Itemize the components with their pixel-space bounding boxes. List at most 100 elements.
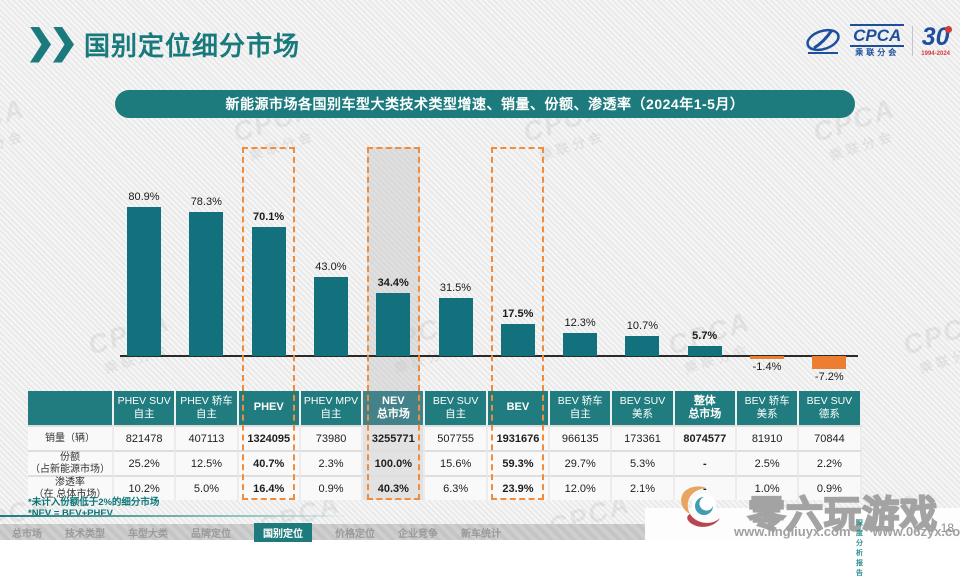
- bar-value-label-0: 80.9%: [128, 190, 160, 203]
- chart-title: 新能源市场各国别车型大类技术类型增速、销量、份额、渗透率（2024年1-5月）: [225, 96, 745, 112]
- bar-value-label-8: 10.7%: [626, 320, 658, 333]
- bar-value-label-6: 17.5%: [502, 307, 534, 320]
- table-cell-r1-c7: 29.7%: [550, 450, 613, 475]
- cpca-subtitle: 乘联分会: [855, 48, 900, 57]
- bar-4: [376, 292, 411, 356]
- thirty-years: 1994-2024: [921, 50, 950, 57]
- table-cell-r2-c3: 0.9%: [300, 475, 364, 500]
- nav-item-3[interactable]: 品牌定位: [191, 528, 231, 540]
- bar-value-label-10: -1.4%: [752, 360, 782, 373]
- bar-value-label-11: -7.2%: [814, 371, 844, 384]
- data-table: PHEV SUV 自主 PHEV 轿车 自主 PHEV PHEV MPV 自主 NEV …: [28, 391, 862, 500]
- bar-value-label-7: 12.3%: [564, 317, 596, 330]
- column-header-6: BEV: [487, 391, 551, 425]
- table-cell-r2-c8: 2.1%: [612, 475, 675, 500]
- table-cell-r0-c5: 507755: [425, 425, 488, 450]
- watermark-url-2: www.06zyx.com: [872, 524, 960, 539]
- table-cell-r1-c4: 100.0%: [363, 450, 426, 475]
- title-row: 国别定位细分市场: [30, 26, 300, 63]
- table-cell-r0-c4: 3255771: [363, 425, 426, 450]
- title-chevron-icon: [30, 26, 74, 63]
- column-header-9: 整体 总市场: [674, 391, 737, 425]
- table-cell-r1-c9: -: [674, 450, 737, 475]
- chevron-right-icon: [30, 26, 51, 63]
- cpca-logo-text: CPCA 乘联分会: [850, 24, 905, 57]
- table-cell-r2-c5: 6.3%: [425, 475, 488, 500]
- nav-item-7[interactable]: 新车统计: [461, 528, 501, 540]
- table-cell-r1-c11: 2.2%: [799, 450, 862, 475]
- table-cell-r0-c6: 1931676: [487, 425, 551, 450]
- nav-item-1[interactable]: 技术类型: [65, 528, 105, 540]
- cpca-logo: CPCA 乘联分会 30 1994-2024: [804, 22, 952, 57]
- thirty-dot-icon: [945, 25, 952, 33]
- table-cell-r0-c11: 70844: [799, 425, 862, 450]
- x-axis-line: [120, 355, 858, 357]
- bar-5: [438, 297, 473, 356]
- bar-value-label-3: 43.0%: [315, 260, 347, 273]
- watermark-url-1: www.lingliuyx.com: [734, 524, 851, 539]
- table-cell-r2-c10: 1.0%: [736, 475, 800, 500]
- table-cell-r1-c2: 40.7%: [238, 450, 301, 475]
- table-cell-r1-c0: 25.2%: [114, 450, 177, 475]
- logo-divider: [912, 25, 914, 56]
- bar-7: [563, 333, 598, 356]
- table-cell-r1-c6: 59.3%: [487, 450, 551, 475]
- footnotes: *未计入份额低于2%的细分市场 *NEV = BEV+PHEV: [28, 498, 159, 519]
- bar-6: [500, 323, 535, 356]
- bar-2: [251, 226, 286, 356]
- bar-value-label-2: 70.1%: [252, 210, 285, 223]
- bar-value-label-1: 78.3%: [190, 195, 222, 208]
- thirty-number: 30: [921, 22, 950, 51]
- table-cell-r2-c0: 10.2%: [114, 475, 177, 500]
- table-cell-r2-c7: 12.0%: [550, 475, 613, 500]
- table-cell-r2-c4: 40.3%: [363, 475, 426, 500]
- table-cell-r0-c7: 966135: [550, 425, 613, 450]
- page-number: 18: [940, 521, 954, 535]
- cpca-name: CPCA: [850, 24, 905, 47]
- nav-item-0[interactable]: 总市场: [12, 528, 42, 540]
- bar-value-label-9: 5.7%: [692, 329, 718, 342]
- nav-item-2[interactable]: 车型大类: [128, 528, 168, 540]
- table-corner-cell: [28, 391, 114, 425]
- table-cell-r2-c1: 5.0%: [176, 475, 239, 500]
- table-cell-r0-c10: 81910: [736, 425, 800, 450]
- table-cell-r0-c8: 173361: [612, 425, 675, 450]
- watermark-swirl-icon: [681, 486, 720, 527]
- table-cell-r0-c1: 407113: [176, 425, 239, 450]
- table-cell-r0-c9: 8074577: [674, 425, 737, 450]
- table-cell-r0-c2: 1324095: [238, 425, 301, 450]
- column-header-5: BEV SUV 自主: [425, 391, 488, 425]
- bar-value-label-4: 34.4%: [377, 276, 409, 289]
- bar-10: [750, 356, 784, 359]
- table-cell-r1-c3: 2.3%: [300, 450, 364, 475]
- nav-item-4[interactable]: 国别定位: [254, 522, 312, 542]
- column-header-3: PHEV MPV 自主: [300, 391, 364, 425]
- cpca-swoosh-icon: [806, 28, 840, 54]
- column-header-2: PHEV: [238, 391, 301, 425]
- row-label-2: 渗透率 （在 总体市场）: [28, 475, 114, 500]
- nav-item-5[interactable]: 价格定位: [335, 528, 375, 540]
- table-cell-r1-c5: 15.6%: [425, 450, 488, 475]
- chart-title-banner: 新能源市场各国别车型大类技术类型增速、销量、份额、渗透率（2024年1-5月）: [115, 90, 855, 118]
- page-title: 国别定位细分市场: [84, 31, 301, 61]
- bar-value-label-5: 31.5%: [439, 281, 472, 294]
- watermark-brand-text: 零六玩游戏: [747, 493, 938, 536]
- row-label-1: 份额 （占新能源市场）: [28, 450, 114, 475]
- nav-item-6[interactable]: 企业竞争: [398, 528, 438, 540]
- footnote-2: *NEV = BEV+PHEV: [28, 507, 114, 519]
- table-cell-r2-c11: 0.9%: [799, 475, 862, 500]
- cpca-30th-anniversary-logo: 30 1994-2024: [921, 22, 952, 57]
- table-cell-r0-c0: 821478: [114, 425, 177, 450]
- table-cell-r2-c2: 16.4%: [238, 475, 301, 500]
- chevron-right-icon: [53, 26, 74, 63]
- row-label-0: 销量（辆）: [28, 425, 114, 450]
- table-cell-r1-c8: 5.3%: [612, 450, 675, 475]
- column-header-7: BEV 轿车 自主: [550, 391, 613, 425]
- footnote-1: *未计入份额低于2%的细分市场: [28, 497, 160, 508]
